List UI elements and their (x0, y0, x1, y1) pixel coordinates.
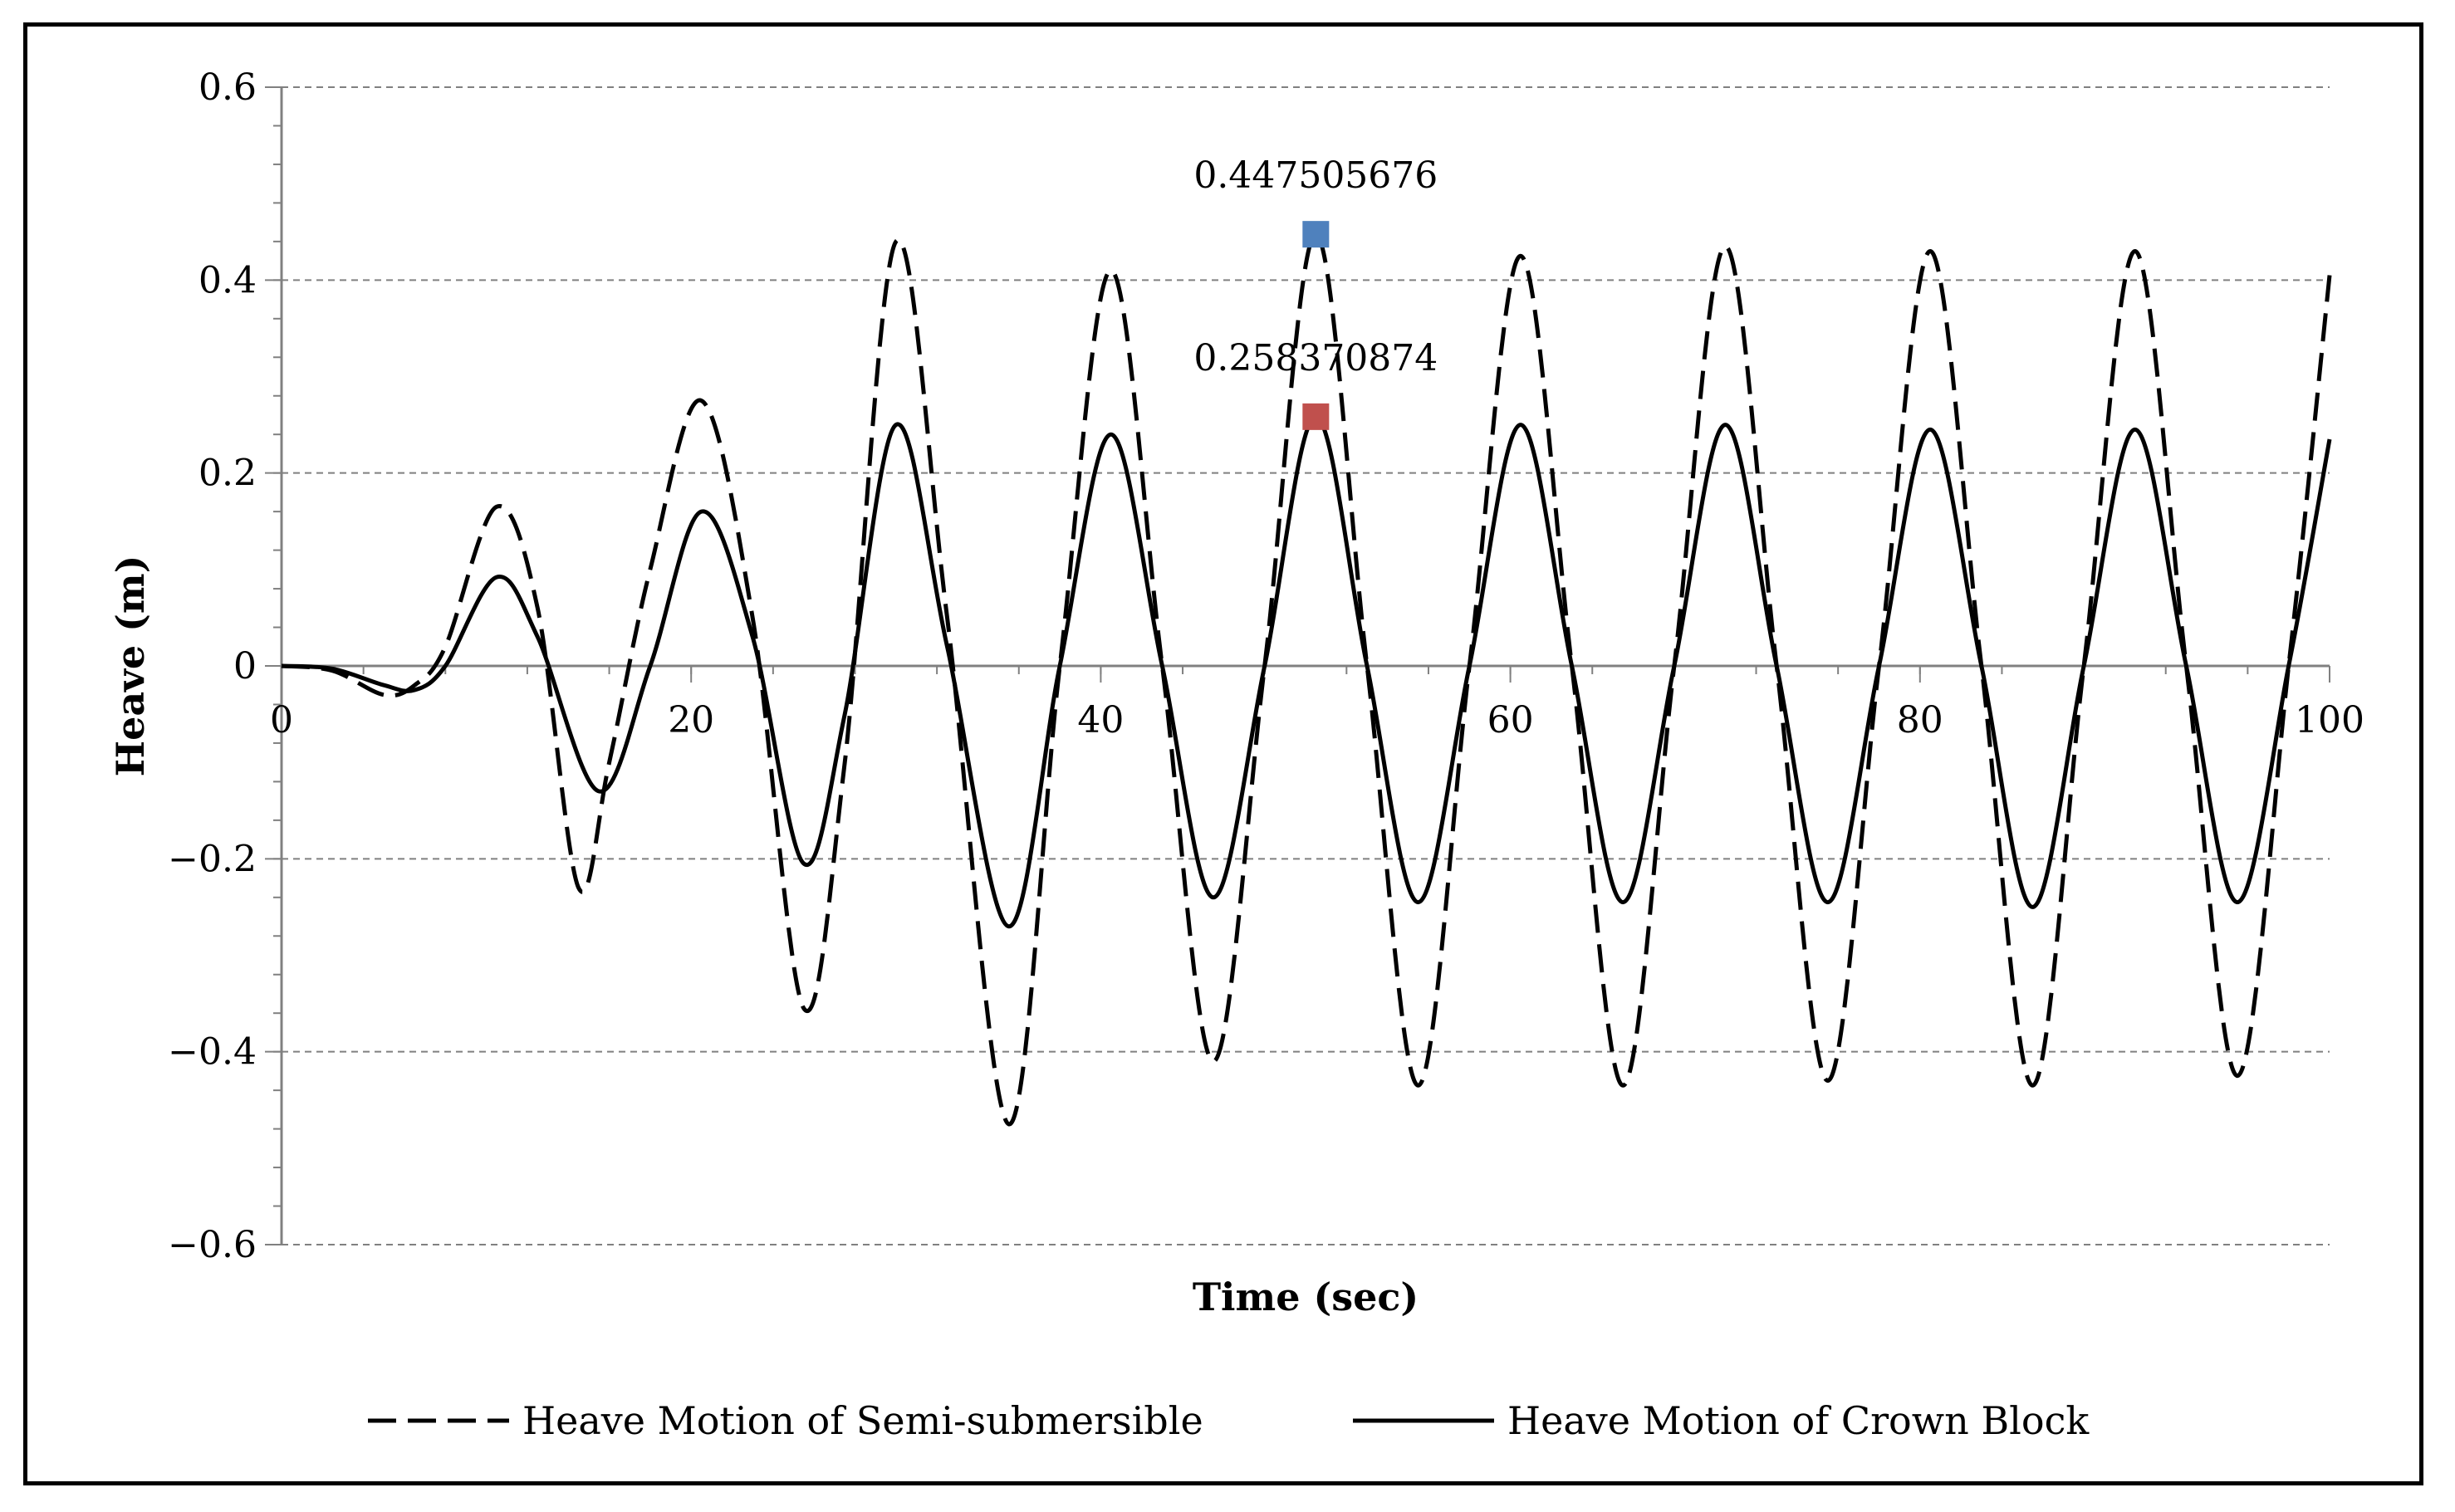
annotations: 0.447505676 0.258370874 (1193, 154, 1438, 430)
legend-label-semi-submersible: Heave Motion of Semi-submersible (522, 1398, 1203, 1443)
gridlines (282, 86, 2330, 1245)
chart-canvas: −0.6 −0.4 −0.2 0 0.2 0.4 0.6 0 20 40 60 80 100 0.447… (108, 66, 2364, 1443)
y-tick-label: −0.6 (168, 1224, 257, 1266)
x-tick-label: 0 (270, 699, 293, 741)
y-tick-label: 0 (233, 645, 257, 687)
x-tick-label: 100 (2295, 699, 2364, 741)
marker-semi-submersible-peak (1302, 221, 1330, 248)
y-tick-label: 0.6 (198, 66, 257, 109)
y-tick-label: −0.4 (168, 1031, 257, 1074)
legend: Heave Motion of Semi-submersible Heave M… (368, 1398, 2090, 1443)
marker-crown-block-peak (1302, 403, 1330, 430)
x-tick-label: 60 (1487, 699, 1534, 741)
y-tick-label: 0.4 (198, 259, 257, 301)
y-axis-title: Heave (m) (108, 555, 153, 777)
y-tick-label: −0.2 (168, 838, 257, 880)
y-tick-label: 0.2 (198, 453, 257, 495)
chart-frame: −0.6 −0.4 −0.2 0 0.2 0.4 0.6 0 20 40 60 80 100 0.447… (23, 22, 2423, 1485)
x-tick-label: 80 (1897, 699, 1943, 741)
data-label: 0.258370874 (1193, 337, 1438, 379)
legend-label-crown-block: Heave Motion of Crown Block (1507, 1398, 2090, 1443)
axes: −0.6 −0.4 −0.2 0 0.2 0.4 0.6 0 20 40 60 80 100 (168, 66, 2364, 1266)
x-axis-title: Time (sec) (1193, 1275, 1419, 1319)
data-label: 0.447505676 (1193, 154, 1438, 197)
series-line-crown-block (281, 414, 2332, 929)
series-lines (281, 232, 2332, 1127)
x-tick-label: 40 (1077, 699, 1124, 741)
x-tick-label: 20 (668, 699, 714, 741)
